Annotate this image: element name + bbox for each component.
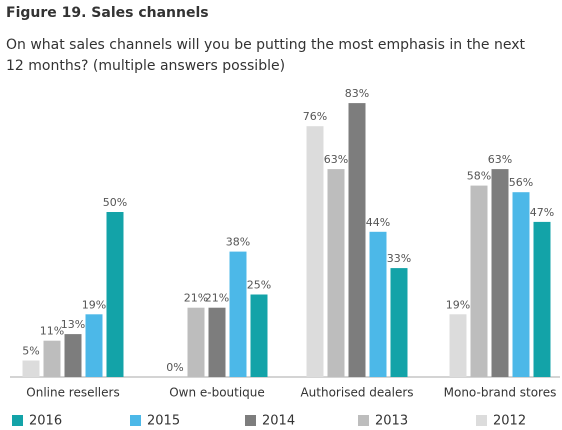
bar [187, 307, 205, 377]
legend-swatch [245, 415, 256, 426]
legend-label: 2015 [147, 414, 180, 429]
data-label: 11% [40, 325, 64, 338]
data-label: 56% [509, 176, 533, 189]
data-label: 19% [82, 298, 106, 311]
data-label: 44% [366, 216, 390, 229]
bar [533, 221, 551, 377]
data-label: 25% [247, 279, 271, 292]
bar [229, 251, 247, 377]
x-tick-label: Authorised dealers [300, 386, 413, 400]
bar [369, 231, 387, 377]
data-label: 5% [22, 345, 39, 358]
legend-label: 2013 [375, 414, 408, 429]
data-label: 21% [184, 292, 208, 305]
legend-swatch [130, 415, 141, 426]
data-label: 50% [103, 196, 127, 209]
bar [327, 169, 345, 377]
bar [449, 314, 467, 377]
bar [306, 126, 324, 377]
x-tick-label: Own e-boutique [169, 386, 265, 400]
data-label: 58% [467, 170, 491, 183]
bar [250, 294, 268, 377]
bar [106, 212, 124, 377]
x-tick-label: Mono-brand stores [444, 386, 557, 400]
legend-label: 2012 [493, 414, 526, 429]
data-label: 63% [324, 153, 348, 166]
legend-swatch [358, 415, 369, 426]
bar [208, 307, 226, 377]
bar [43, 340, 61, 377]
data-label: 83% [345, 87, 369, 100]
data-label: 38% [226, 236, 250, 249]
data-label: 33% [387, 252, 411, 265]
data-label: 47% [530, 206, 554, 219]
x-tick-label: Online resellers [26, 386, 119, 400]
bar [85, 314, 103, 377]
subtitle: On what sales channels will you be putti… [6, 37, 526, 53]
data-label: 0% [166, 361, 183, 374]
bar [22, 360, 40, 377]
legend-label: 2016 [29, 414, 62, 429]
legend-swatch [12, 415, 23, 426]
bar [470, 185, 488, 377]
data-label: 63% [488, 153, 512, 166]
data-label: 21% [205, 292, 229, 305]
data-label: 13% [61, 318, 85, 331]
bar [512, 192, 530, 377]
bar [390, 268, 408, 377]
legend-swatch [476, 415, 487, 426]
subtitle: 12 months? (multiple answers possible) [6, 58, 285, 74]
bar [64, 334, 82, 377]
bar [348, 103, 366, 377]
data-label: 19% [446, 298, 470, 311]
chart-title: Figure 19. Sales channels [6, 5, 209, 21]
legend-label: 2014 [262, 414, 295, 429]
data-label: 76% [303, 110, 327, 123]
bar [491, 169, 509, 377]
